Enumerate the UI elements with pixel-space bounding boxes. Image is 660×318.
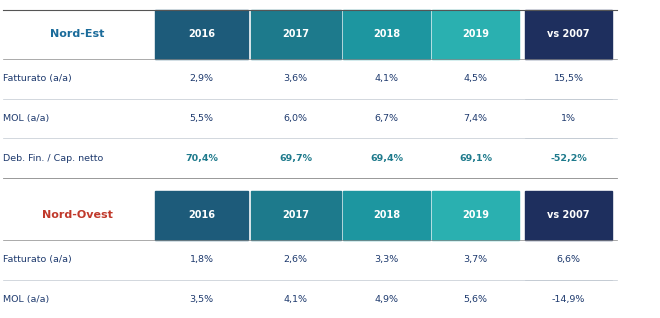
Text: 3,6%: 3,6% (284, 74, 308, 83)
Text: 2,6%: 2,6% (284, 255, 308, 265)
Text: Nord-Ovest: Nord-Ovest (42, 211, 113, 220)
Text: Nord-Est: Nord-Est (50, 29, 105, 39)
Text: Fatturato (a/a): Fatturato (a/a) (3, 255, 72, 265)
Bar (525, 10, 612, 59)
Text: 2016: 2016 (188, 29, 215, 39)
Text: 2017: 2017 (282, 211, 309, 220)
Bar (251, 191, 341, 240)
Text: 4,1%: 4,1% (374, 74, 399, 83)
Text: vs 2007: vs 2007 (547, 211, 590, 220)
Text: 3,5%: 3,5% (189, 295, 214, 304)
Text: 6,6%: 6,6% (556, 255, 581, 265)
Text: 5,6%: 5,6% (463, 295, 488, 304)
Text: 6,0%: 6,0% (284, 114, 308, 123)
Text: 6,7%: 6,7% (374, 114, 399, 123)
Bar (525, 191, 612, 240)
Text: 2,9%: 2,9% (189, 74, 214, 83)
Text: 4,1%: 4,1% (284, 295, 308, 304)
Text: vs 2007: vs 2007 (547, 29, 590, 39)
Text: 4,5%: 4,5% (463, 74, 488, 83)
Bar (432, 191, 519, 240)
Text: 4,9%: 4,9% (374, 295, 399, 304)
Text: 2017: 2017 (282, 29, 309, 39)
Text: 3,7%: 3,7% (463, 255, 488, 265)
Text: 69,7%: 69,7% (279, 154, 312, 163)
Text: 3,3%: 3,3% (374, 255, 399, 265)
Text: 5,5%: 5,5% (189, 114, 214, 123)
Text: Fatturato (a/a): Fatturato (a/a) (3, 74, 72, 83)
Text: 2018: 2018 (373, 211, 400, 220)
Text: -52,2%: -52,2% (550, 154, 587, 163)
Bar (432, 10, 519, 59)
Text: 2019: 2019 (462, 211, 489, 220)
Text: 69,4%: 69,4% (370, 154, 403, 163)
Bar (155, 191, 248, 240)
Text: -14,9%: -14,9% (552, 295, 585, 304)
Bar (343, 10, 430, 59)
Text: MOL (a/a): MOL (a/a) (3, 295, 49, 304)
Text: 1%: 1% (561, 114, 576, 123)
Text: 70,4%: 70,4% (185, 154, 218, 163)
Text: Deb. Fin. / Cap. netto: Deb. Fin. / Cap. netto (3, 154, 104, 163)
Text: 2018: 2018 (373, 29, 400, 39)
Text: 2016: 2016 (188, 211, 215, 220)
Text: 69,1%: 69,1% (459, 154, 492, 163)
Bar (155, 10, 248, 59)
Text: 2019: 2019 (462, 29, 489, 39)
Text: 15,5%: 15,5% (554, 74, 583, 83)
Bar (251, 10, 341, 59)
Bar (343, 191, 430, 240)
Text: 1,8%: 1,8% (189, 255, 214, 265)
Text: 7,4%: 7,4% (463, 114, 488, 123)
Text: MOL (a/a): MOL (a/a) (3, 114, 49, 123)
